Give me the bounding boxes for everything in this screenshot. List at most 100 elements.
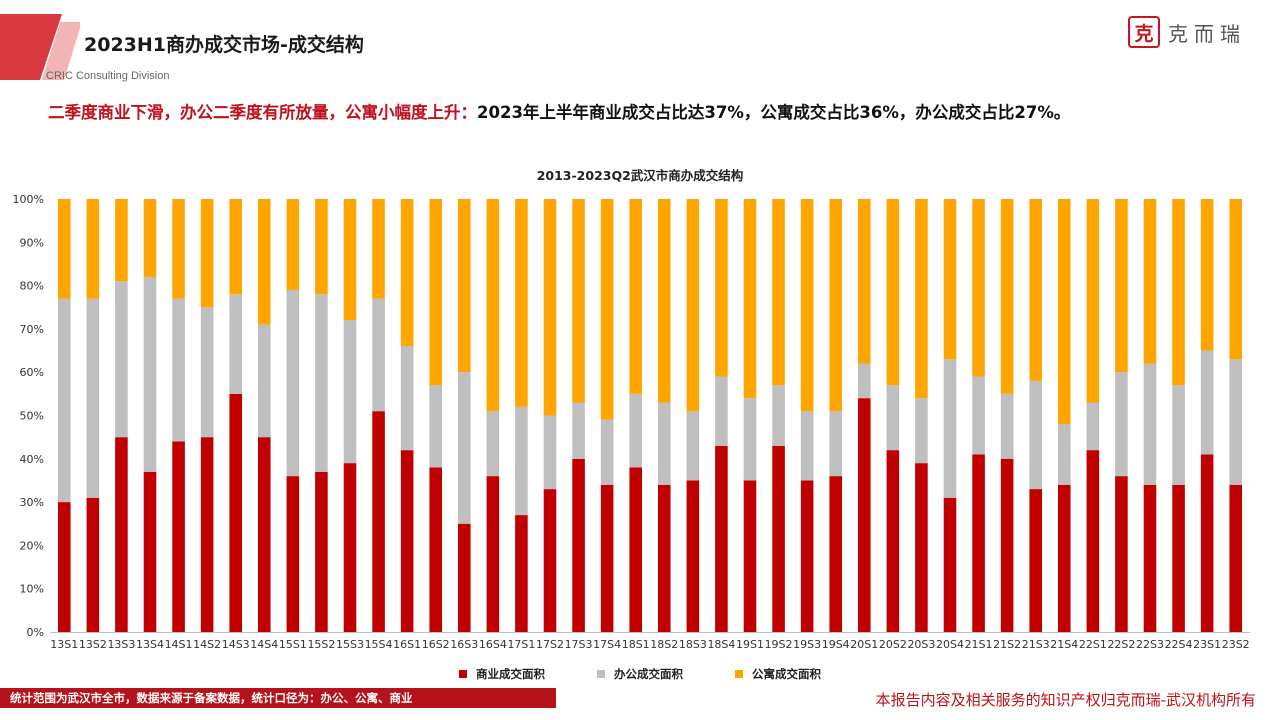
bar-segment-apartment — [143, 199, 157, 277]
y-tick-label: 80% — [20, 280, 44, 293]
bar-segment-commercial — [686, 480, 700, 632]
y-tick-label: 70% — [20, 323, 44, 336]
bar-segment-commercial — [1000, 458, 1014, 632]
bar-segment-apartment — [686, 199, 700, 412]
bar-segment-apartment — [1115, 199, 1128, 373]
bar-segment-office — [286, 289, 300, 477]
legend-item-commercial: 商业成交面积 — [459, 666, 545, 682]
bar-segment-apartment — [1143, 199, 1157, 364]
bar-segment-office — [315, 294, 328, 472]
bar-segment-commercial — [400, 450, 414, 632]
x-tick-label: 14S1 — [165, 638, 193, 651]
y-tick-label: 0% — [27, 626, 44, 639]
y-tick-label: 90% — [20, 236, 44, 249]
bar-segment-apartment — [629, 199, 642, 394]
x-tick-label: 13S2 — [79, 638, 107, 651]
x-tick-label: 22S4 — [1165, 638, 1193, 651]
bar-segment-apartment — [800, 199, 814, 412]
bar-segment-commercial — [1172, 484, 1185, 632]
bar-segment-office — [172, 298, 185, 442]
x-tick-label: 23S1 — [1193, 638, 1221, 651]
bar-segment-apartment — [58, 199, 71, 299]
legend-label-office: 办公成交面积 — [614, 667, 683, 681]
chart-legend: 商业成交面积 办公成交面积 公寓成交面积 — [0, 666, 1280, 682]
cric-logo: 克 克而瑞 — [1128, 14, 1246, 50]
bar-segment-commercial — [772, 445, 785, 632]
bar-segment-apartment — [858, 199, 871, 364]
bar-segment-apartment — [172, 199, 185, 299]
y-tick-label: 50% — [20, 410, 44, 423]
bar-segment-office — [858, 363, 871, 399]
x-tick-label: 23S2 — [1222, 638, 1250, 651]
cric-logo-mark: 克 — [1128, 16, 1160, 48]
legend-label-commercial: 商业成交面积 — [476, 667, 545, 681]
bar-segment-commercial — [1029, 489, 1042, 632]
x-tick-label: 18S4 — [707, 638, 735, 651]
bar-segment-office — [1058, 424, 1071, 485]
bar-segment-office — [486, 411, 500, 477]
logo-text: 克而瑞 — [1168, 21, 1246, 46]
bar-segment-office — [458, 372, 471, 524]
x-tick-label: 19S3 — [793, 638, 821, 651]
legend-swatch-commercial — [459, 670, 467, 678]
bar-segment-office — [572, 402, 585, 459]
y-tick-label: 40% — [20, 453, 44, 466]
summary-detail: 2023年上半年商业成交占比达37%，公寓成交占比36%，办公成交占比27%。 — [477, 103, 1071, 122]
bar-segment-commercial — [972, 454, 985, 632]
x-tick-label: 13S3 — [107, 638, 135, 651]
x-tick-label: 21S2 — [993, 638, 1021, 651]
y-tick-label: 10% — [20, 583, 44, 596]
bar-segment-office — [600, 419, 614, 485]
bar-segment-apartment — [115, 199, 128, 282]
bar-segment-commercial — [229, 393, 242, 632]
bar-segment-commercial — [372, 411, 385, 632]
bar-segment-commercial — [800, 480, 814, 632]
bar-segment-office — [1229, 359, 1242, 485]
bar-segment-office — [886, 385, 900, 451]
bar-segment-apartment — [400, 199, 414, 347]
bar-segment-commercial — [429, 467, 442, 632]
bar-segment-commercial — [943, 497, 957, 632]
bar-segment-office — [629, 393, 642, 468]
bar-segment-office — [943, 359, 957, 498]
bar-segment-apartment — [372, 199, 385, 299]
x-tick-label: 19S1 — [736, 638, 764, 651]
page-title: 2023H1商办成交市场-成交结构 — [84, 34, 364, 56]
bar-segment-apartment — [715, 199, 728, 377]
bar-segment-commercial — [86, 497, 100, 632]
bar-segment-apartment — [1029, 199, 1042, 381]
bar-segment-office — [800, 411, 814, 481]
legend-swatch-office — [597, 670, 605, 678]
x-tick-label: 15S4 — [365, 638, 393, 651]
bar-segment-commercial — [486, 476, 500, 632]
bar-segment-apartment — [229, 199, 242, 295]
bar-segment-commercial — [143, 471, 157, 632]
x-tick-label: 17S4 — [593, 638, 621, 651]
x-tick-label: 20S2 — [879, 638, 907, 651]
bar-segment-commercial — [743, 480, 757, 632]
bar-segment-office — [429, 385, 442, 468]
bar-segment-office — [686, 411, 700, 481]
x-tick-label: 14S2 — [193, 638, 221, 651]
bar-segment-office — [658, 402, 671, 485]
bar-segment-apartment — [458, 199, 471, 373]
x-tick-label: 22S2 — [1107, 638, 1135, 651]
y-tick-label: 20% — [20, 539, 44, 552]
x-tick-label: 22S1 — [1079, 638, 1107, 651]
bar-segment-office — [86, 298, 100, 498]
bar-segment-office — [743, 398, 757, 481]
bar-segment-commercial — [258, 437, 271, 632]
bar-segment-commercial — [200, 437, 214, 632]
bar-segment-commercial — [600, 484, 614, 632]
bar-segment-apartment — [972, 199, 985, 377]
bar-segment-apartment — [543, 199, 557, 416]
bar-segment-commercial — [1143, 484, 1157, 632]
x-tick-label: 15S2 — [307, 638, 335, 651]
x-tick-label: 19S2 — [765, 638, 793, 651]
y-tick-label: 30% — [20, 496, 44, 509]
bar-segment-office — [343, 320, 357, 464]
chart-title: 2013-2023Q2武汉市商办成交结构 — [536, 168, 744, 183]
x-tick-label: 13S1 — [50, 638, 78, 651]
summary-text: 二季度商业下滑，办公二季度有所放量，公寓小幅度上升：2023年上半年商业成交占比… — [48, 99, 1070, 123]
bar-segment-office — [772, 385, 785, 446]
